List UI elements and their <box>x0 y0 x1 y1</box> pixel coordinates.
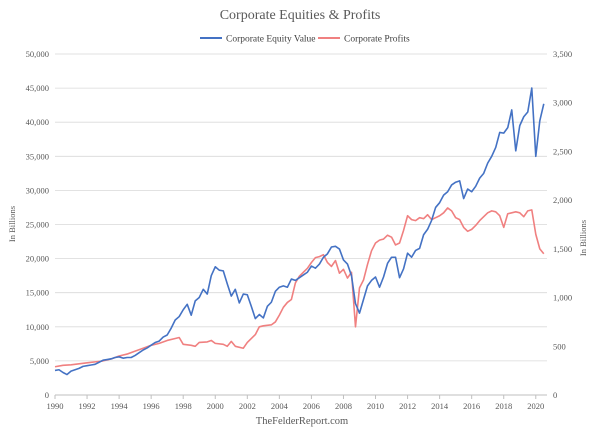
x-tick-label: 1992 <box>79 401 96 411</box>
x-tick-label: 2000 <box>207 401 224 411</box>
y-left-tick-label: 40,000 <box>26 117 49 127</box>
x-tick-label: 2020 <box>527 401 544 411</box>
x-tick-label: 2002 <box>239 401 256 411</box>
x-tick-label: 2010 <box>367 401 384 411</box>
y-left-tick-label: 10,000 <box>26 322 49 332</box>
series-line-corporate-equity-value <box>54 87 545 376</box>
gridlines <box>55 53 547 396</box>
legend-label-equity: Corporate Equity Value <box>226 35 316 45</box>
y-left-tick-label: 0 <box>45 390 49 400</box>
y-left-tick-label: 20,000 <box>26 254 49 264</box>
x-tick-label: 2016 <box>463 401 480 411</box>
y-left-tick-label: 35,000 <box>26 151 49 161</box>
series <box>54 87 545 376</box>
x-axis: 1990 1992 1994 1996 1998 2000 2002 2004 2006 2008… <box>47 394 547 411</box>
y-axis-right-label: In Billions <box>578 220 588 256</box>
x-tick-label: 2004 <box>271 401 289 411</box>
y-right-tick-label: 2,500 <box>553 146 572 156</box>
y-left-tick-label: 25,000 <box>26 220 49 230</box>
x-tick-label: 2014 <box>431 401 449 411</box>
y-right-tick-label: 3,000 <box>553 98 572 108</box>
y-left-tick-label: 5,000 <box>30 356 49 366</box>
legend-label-profits: Corporate Profits <box>344 34 410 45</box>
x-tick-label: 2006 <box>303 401 320 411</box>
x-tick-label: 1990 <box>47 401 64 411</box>
y-right-tick-label: 1,500 <box>553 244 572 254</box>
y-left-tick-label: 45,000 <box>26 83 49 93</box>
x-tick-label: 1996 <box>143 401 160 411</box>
x-tick-label: 2008 <box>335 401 352 411</box>
x-tick-label: 2018 <box>495 401 512 411</box>
y-right-tick-label: 0 <box>553 390 557 400</box>
x-tick-label: 1998 <box>175 401 192 411</box>
series-line-corporate-profits <box>54 207 545 368</box>
chart-title: Corporate Equities & Profits <box>220 8 381 23</box>
y-axis-right: 0 500 1,000 1,500 2,000 2,500 3,000 3,500 <box>553 49 572 400</box>
y-right-tick-label: 3,500 <box>553 49 572 59</box>
x-tick-label: 1994 <box>111 401 129 411</box>
y-right-tick-label: 1,000 <box>553 293 572 303</box>
y-right-tick-label: 500 <box>553 341 566 351</box>
source-label: TheFelderReport.com <box>256 416 348 427</box>
y-axis-left-label: In Billions <box>7 206 17 242</box>
legend: Corporate Equity Value Corporate Profits <box>200 34 410 45</box>
y-axis-left: 0 5,000 10,000 15,000 20,000 25,000 30,000 35,0… <box>26 49 49 400</box>
y-left-tick-label: 30,000 <box>26 185 49 195</box>
x-tick-label: 2012 <box>399 401 416 411</box>
y-left-tick-label: 50,000 <box>26 49 49 59</box>
y-left-tick-label: 15,000 <box>26 288 49 298</box>
y-right-tick-label: 2,000 <box>553 195 572 205</box>
